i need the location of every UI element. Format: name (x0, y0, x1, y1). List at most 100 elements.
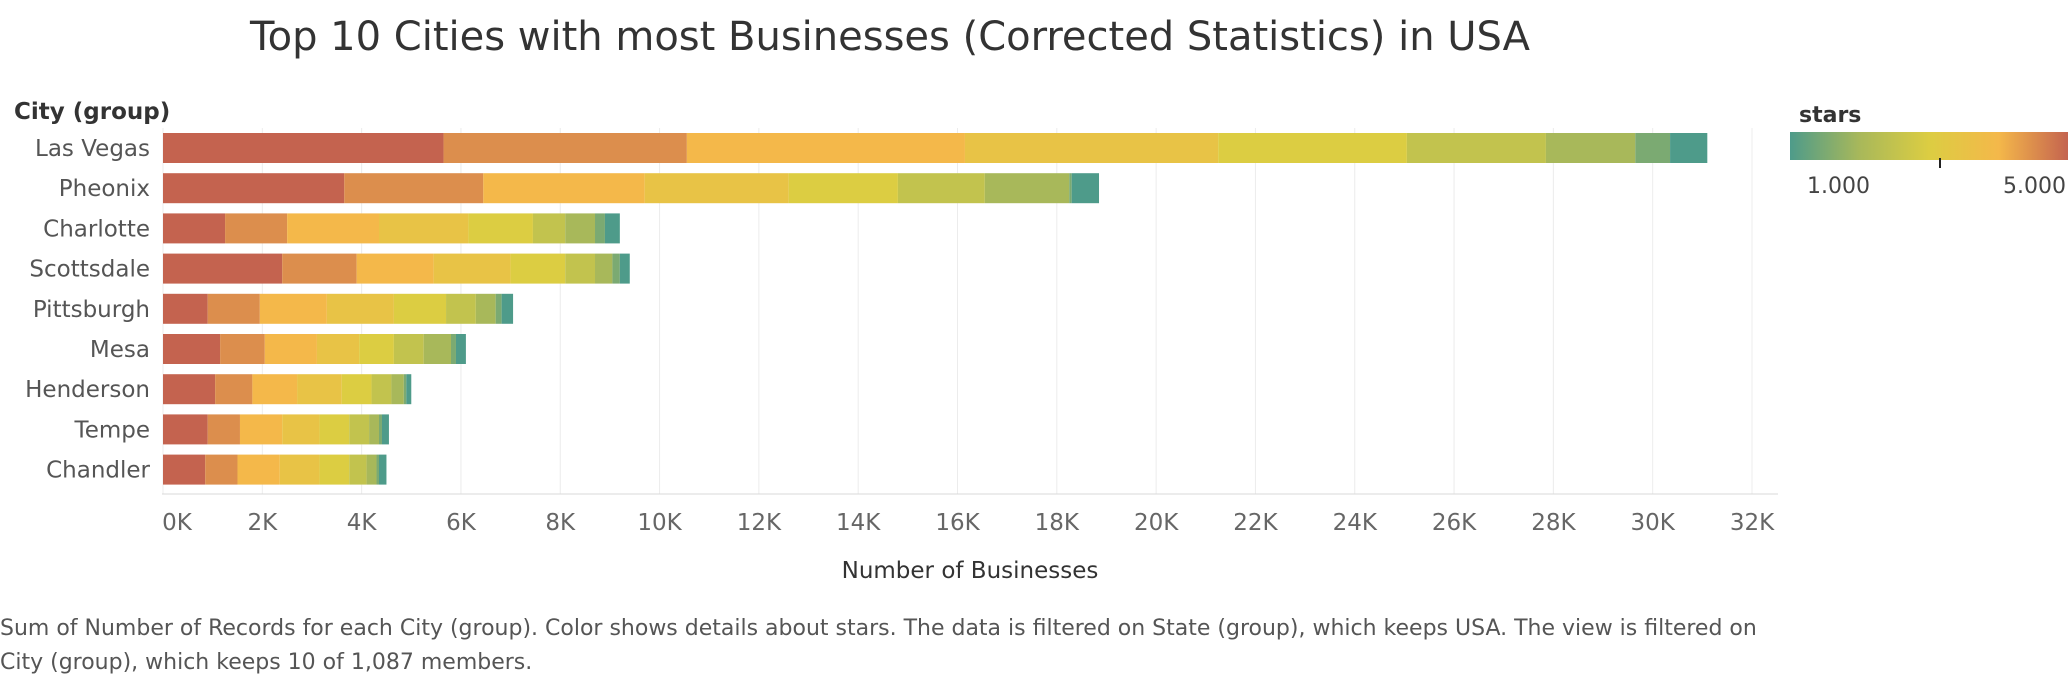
bar-segment (215, 374, 253, 405)
bar-segment (1218, 133, 1407, 163)
bar-segment (468, 213, 533, 244)
bar-segment (282, 253, 357, 284)
x-tick-label: 6K (446, 510, 477, 536)
x-tick-label: 16K (935, 510, 980, 536)
bar-segment (225, 213, 288, 244)
bar-segment (495, 293, 502, 324)
chart-caption: Sum of Number of Records for each City (… (0, 616, 1757, 675)
bar-segment (406, 374, 412, 405)
bar-segment (403, 374, 407, 405)
bar-segment (446, 293, 476, 324)
legend-max-label: 5.000 (2003, 174, 2066, 199)
bar-segment (1635, 133, 1671, 163)
bar-segment (393, 334, 424, 364)
bar-segment (612, 253, 620, 284)
x-tick-label: 12K (737, 510, 782, 536)
bar-segment (319, 414, 350, 445)
bar-segment (1545, 133, 1636, 163)
bar-segment (163, 253, 283, 284)
bar-segment (565, 253, 596, 284)
bar-segment (279, 454, 320, 485)
bar-segment (326, 293, 394, 324)
category-label: Tempe (74, 417, 150, 443)
bar-segment (443, 133, 687, 163)
bar-segment (344, 173, 484, 204)
stacked-bar-chart: Las Vegas Pheonix Charlotte Scottsdale Pitts… (14, 99, 2068, 584)
bar-segment (604, 213, 620, 244)
bar-segment (237, 454, 280, 485)
bar-segment (297, 374, 342, 405)
bar-segment (1406, 133, 1546, 163)
bar-segment (349, 414, 370, 445)
x-tick-label: 32K (1730, 510, 1775, 536)
bar-segment (163, 374, 216, 405)
bar-segment (163, 173, 345, 204)
x-tick-label: 30K (1631, 510, 1676, 536)
bar-segment (264, 334, 317, 364)
bar-segment (897, 173, 985, 204)
bar-segment (379, 454, 387, 485)
bar-segment (964, 133, 1219, 163)
x-tick-label: 26K (1432, 510, 1477, 536)
legend-title: stars (1799, 103, 1861, 128)
color-legend: stars 1.000 5.000 (1790, 103, 2068, 199)
bar-segment (163, 414, 208, 445)
bar-segment (287, 213, 380, 244)
bar-segment (510, 253, 566, 284)
bar-segment (207, 414, 240, 445)
category-label: Las Vegas (35, 136, 150, 162)
legend-min-label: 1.000 (1807, 174, 1870, 199)
bar-segment (220, 334, 265, 364)
bar-segment (1670, 133, 1708, 163)
category-label: Chandler (46, 458, 150, 484)
bar-segment (565, 213, 596, 244)
bar-segment (379, 414, 382, 445)
bar-segment (341, 374, 372, 405)
bar-segment (205, 454, 238, 485)
x-tick-label: 10K (637, 510, 682, 536)
bar-segment (433, 253, 511, 284)
bar-segment (371, 374, 392, 405)
bar-segment (393, 293, 447, 324)
bar-segment (316, 334, 360, 364)
bar-segment (644, 173, 789, 204)
bar-segment (369, 414, 380, 445)
bar-segment (207, 293, 260, 324)
bar-segment (483, 173, 645, 204)
x-tick-label: 14K (836, 510, 881, 536)
bar-segment (455, 334, 466, 364)
x-tick-label: 28K (1531, 510, 1576, 536)
bar-segment (1071, 173, 1100, 204)
bar-segment (366, 454, 377, 485)
bar-segment (163, 334, 221, 364)
bar-segment (501, 293, 514, 324)
bar-segment (788, 173, 898, 204)
x-tick-label: 0K (162, 510, 193, 536)
bar-segment (163, 213, 226, 244)
chart-title: Top 10 Cities with most Businesses (Corr… (249, 14, 1531, 60)
bar-segment (619, 253, 630, 284)
bar-segment (595, 213, 605, 244)
bar-segment (381, 414, 389, 445)
x-tick-label: 24K (1333, 510, 1378, 536)
x-tick-label: 18K (1035, 510, 1080, 536)
bar-segment (686, 133, 965, 163)
category-label: Pittsburgh (33, 297, 150, 323)
x-tick-label: 8K (545, 510, 576, 536)
bar-segment (356, 253, 434, 284)
bar-segment (319, 454, 350, 485)
bar-segment (163, 454, 206, 485)
bar-segment (349, 454, 367, 485)
x-tick-label: 22K (1233, 510, 1278, 536)
bar-segment (1069, 173, 1072, 204)
y-axis-title: City (group) (14, 99, 170, 125)
legend-color-bar (1790, 132, 2068, 160)
bar-segment (252, 374, 298, 405)
x-tick-label: 4K (347, 510, 378, 536)
axes: Las Vegas Pheonix Charlotte Scottsdale Pitts… (14, 99, 1778, 584)
bar-segment (282, 414, 320, 445)
bar-segment (239, 414, 283, 445)
bar-segment (475, 293, 496, 324)
bars (163, 133, 1708, 485)
category-label: Henderson (25, 377, 150, 403)
